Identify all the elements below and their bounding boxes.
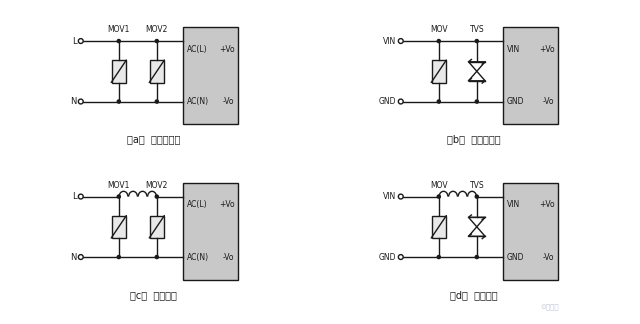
Circle shape (476, 40, 478, 42)
Bar (183, 183, 238, 280)
Bar (503, 27, 558, 124)
Text: GND: GND (507, 253, 525, 262)
Polygon shape (468, 62, 485, 71)
Circle shape (437, 256, 440, 259)
Text: L: L (72, 192, 76, 201)
Circle shape (437, 195, 440, 198)
Polygon shape (468, 71, 485, 81)
Text: ⊙日月长: ⊙日月长 (540, 304, 559, 310)
Circle shape (398, 194, 403, 199)
Text: MOV: MOV (430, 181, 447, 190)
Bar (150, 60, 164, 83)
Text: MOV1: MOV1 (108, 181, 130, 190)
Circle shape (117, 256, 120, 259)
Text: GND: GND (378, 97, 396, 106)
Text: （d）  推荐应用: （d） 推荐应用 (449, 290, 497, 300)
Text: VIN: VIN (383, 192, 396, 201)
Text: N: N (70, 97, 76, 106)
Circle shape (117, 195, 120, 198)
Bar (183, 27, 238, 124)
Bar (432, 60, 445, 83)
Circle shape (476, 256, 478, 259)
Circle shape (437, 40, 440, 42)
Circle shape (156, 100, 158, 103)
Text: +Vo: +Vo (219, 201, 234, 210)
Text: N: N (70, 252, 76, 261)
Bar (432, 215, 445, 238)
Text: AC(L): AC(L) (187, 45, 207, 54)
Bar (150, 215, 164, 238)
Text: AC(L): AC(L) (187, 201, 207, 210)
Text: +Vo: +Vo (539, 201, 555, 210)
Text: VIN: VIN (507, 45, 520, 54)
Polygon shape (468, 217, 485, 227)
Bar (112, 215, 125, 238)
Circle shape (437, 100, 440, 103)
Text: AC(N): AC(N) (187, 97, 209, 106)
Circle shape (117, 100, 120, 103)
Text: TVS: TVS (470, 25, 484, 34)
Text: L: L (72, 37, 76, 46)
Text: GND: GND (378, 252, 396, 261)
Circle shape (78, 99, 83, 104)
Text: MOV1: MOV1 (108, 25, 130, 34)
Circle shape (398, 99, 403, 104)
Circle shape (398, 255, 403, 260)
Text: VIN: VIN (383, 37, 396, 46)
Circle shape (156, 256, 158, 259)
Circle shape (156, 40, 158, 42)
Text: -Vo: -Vo (223, 253, 234, 262)
Circle shape (78, 194, 83, 199)
Text: -Vo: -Vo (543, 253, 555, 262)
Text: （c）  推荐应用: （c） 推荐应用 (130, 290, 177, 300)
Text: -Vo: -Vo (223, 97, 234, 106)
Text: TVS: TVS (470, 181, 484, 190)
Text: （a）  不恰当应用: （a） 不恰当应用 (127, 134, 180, 145)
Circle shape (78, 39, 83, 43)
Text: AC(N): AC(N) (187, 253, 209, 262)
Text: +Vo: +Vo (539, 45, 555, 54)
Circle shape (398, 39, 403, 43)
Text: +Vo: +Vo (219, 45, 234, 54)
Circle shape (156, 195, 158, 198)
Text: -Vo: -Vo (543, 97, 555, 106)
Bar (112, 60, 125, 83)
Text: VIN: VIN (507, 201, 520, 210)
Bar (503, 183, 558, 280)
Polygon shape (468, 227, 485, 236)
Text: MOV: MOV (430, 25, 447, 34)
Circle shape (78, 255, 83, 260)
Circle shape (476, 195, 478, 198)
Text: MOV2: MOV2 (146, 181, 168, 190)
Text: （b）  不恰当应用: （b） 不恰当应用 (447, 134, 500, 145)
Text: GND: GND (507, 97, 525, 106)
Circle shape (476, 100, 478, 103)
Text: MOV2: MOV2 (146, 25, 168, 34)
Circle shape (117, 40, 120, 42)
